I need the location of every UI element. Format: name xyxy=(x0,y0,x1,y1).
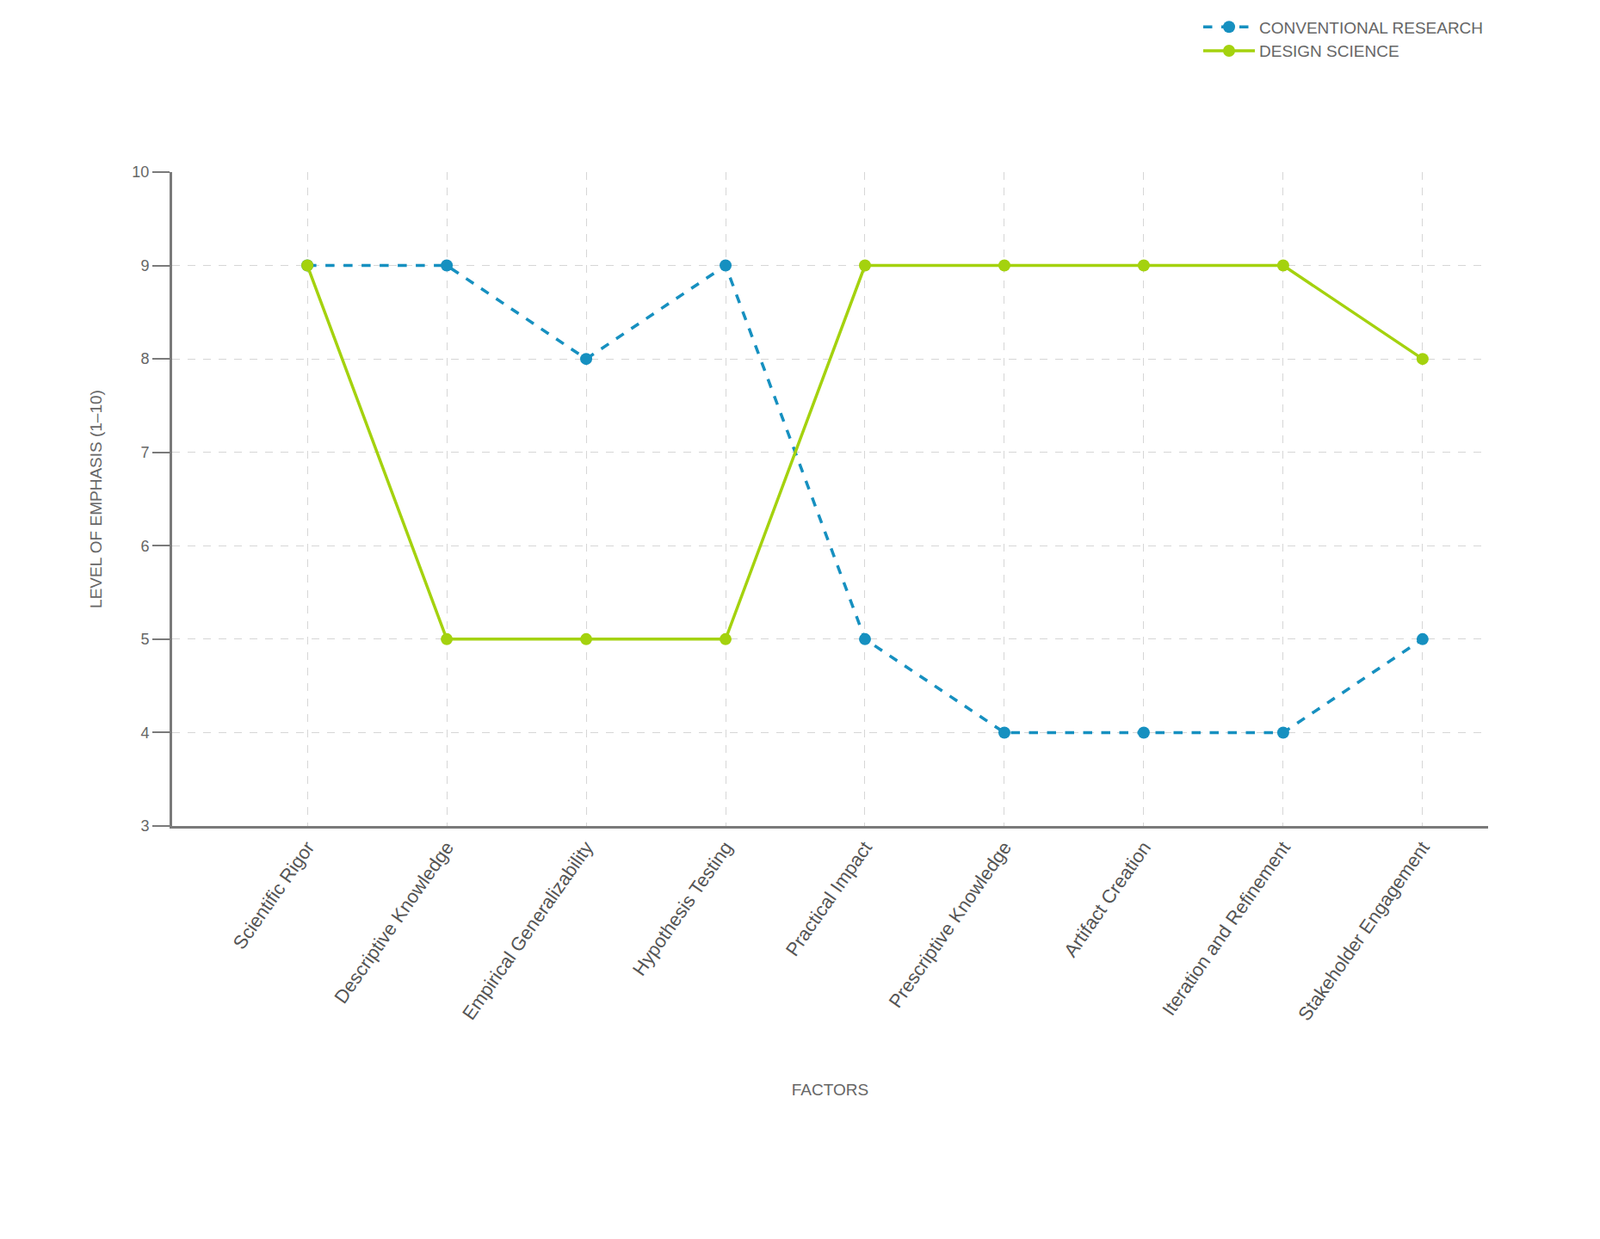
svg-text:Prescriptive Knowledge: Prescriptive Knowledge xyxy=(884,837,1016,1013)
svg-text:4: 4 xyxy=(140,724,149,742)
svg-text:3: 3 xyxy=(140,817,149,835)
svg-text:8: 8 xyxy=(140,350,149,368)
svg-text:Stakeholder Engagement: Stakeholder Engagement xyxy=(1293,837,1434,1026)
svg-text:Scientific Rigor: Scientific Rigor xyxy=(228,837,320,954)
svg-text:9: 9 xyxy=(140,257,149,275)
svg-text:LEVEL OF EMPHASIS (1–10): LEVEL OF EMPHASIS (1–10) xyxy=(86,389,106,609)
svg-text:Empirical Generalizability: Empirical Generalizability xyxy=(457,837,598,1025)
svg-text:7: 7 xyxy=(140,444,149,462)
svg-text:6: 6 xyxy=(140,537,149,556)
svg-text:FACTORS: FACTORS xyxy=(791,1081,869,1100)
svg-text:DESIGN SCIENCE: DESIGN SCIENCE xyxy=(1259,42,1400,61)
svg-text:Hypothesis Testing: Hypothesis Testing xyxy=(628,837,737,980)
svg-text:Iteration and Refinement: Iteration and Refinement xyxy=(1157,837,1295,1020)
svg-text:Artifact Creation: Artifact Creation xyxy=(1059,837,1156,962)
svg-text:Descriptive Knowledge: Descriptive Knowledge xyxy=(329,837,458,1008)
svg-text:Practical Impact: Practical Impact xyxy=(781,837,877,961)
svg-text:CONVENTIONAL RESEARCH: CONVENTIONAL RESEARCH xyxy=(1259,18,1483,38)
svg-text:5: 5 xyxy=(140,630,149,649)
svg-text:10: 10 xyxy=(131,163,149,181)
